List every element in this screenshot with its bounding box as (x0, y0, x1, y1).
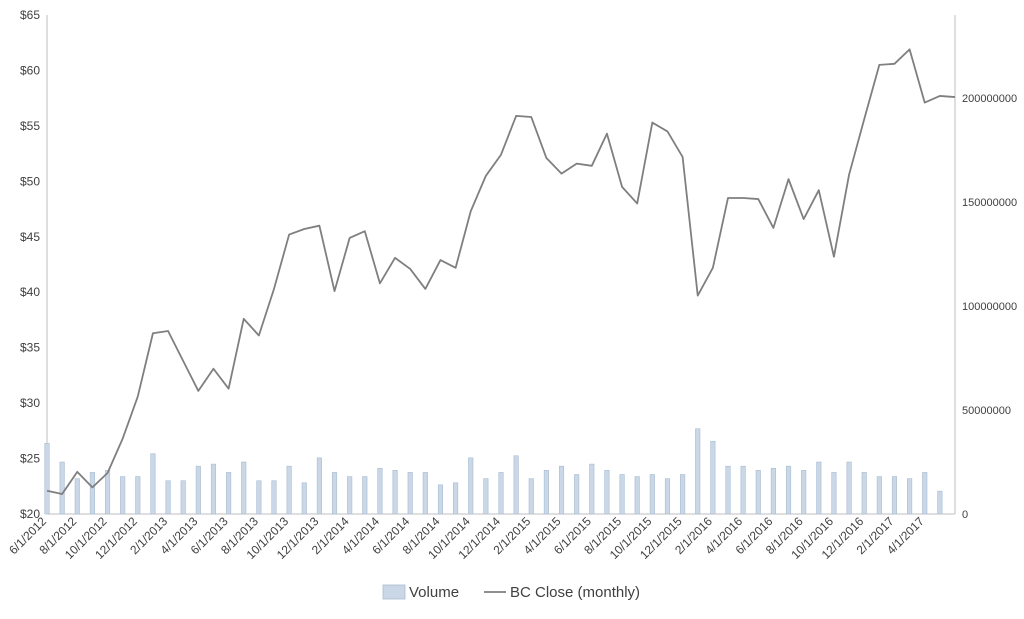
volume-bar (331, 472, 338, 515)
volume-bar (241, 461, 247, 515)
volume-bar (558, 465, 565, 515)
volume-bar (150, 453, 156, 515)
volume-bar (120, 476, 126, 515)
volume-bar (891, 476, 898, 515)
volume-bar (468, 457, 474, 515)
volume-bar (589, 463, 595, 515)
volume-bar (876, 476, 882, 515)
y-right-tick-label: 100000000 (962, 301, 1017, 313)
volume-bar (59, 461, 65, 515)
volume-bar (437, 484, 444, 515)
volume-bar (104, 470, 111, 515)
y-left-tick-label: $60 (20, 63, 40, 77)
volume-bar (725, 465, 731, 515)
volume-bar (831, 472, 837, 515)
volume-bar (377, 467, 383, 515)
volume-bar (362, 476, 368, 515)
volume-bar (195, 465, 201, 515)
volume-bars (44, 428, 943, 515)
volume-bar (740, 465, 746, 515)
volume-bar (695, 428, 701, 515)
volume-bar (180, 480, 186, 515)
volume-bar (301, 482, 307, 515)
volume-bar (816, 461, 822, 515)
volume-bar (785, 465, 792, 515)
volume-bar (135, 476, 141, 515)
y-right-tick-label: 200000000 (962, 93, 1017, 105)
volume-bar (392, 470, 398, 515)
y-left-tick-label: $35 (20, 341, 40, 355)
volume-bar (44, 443, 50, 515)
volume-bar (271, 480, 277, 515)
legend: Volume BC Close (monthly) (382, 584, 640, 601)
volume-bar (680, 474, 686, 515)
y-left-tick-label: $40 (20, 285, 40, 299)
y-left-tick-label: $45 (20, 230, 40, 244)
volume-bar (710, 440, 716, 515)
volume-bar (498, 472, 504, 515)
volume-bar (316, 457, 322, 515)
volume-bar (89, 472, 95, 515)
y-left-tick-label: $50 (20, 174, 40, 188)
legend-volume-label: Volume (409, 584, 459, 601)
y-right-tick-label: 150000000 (962, 197, 1017, 209)
y-left-tick-label: $55 (20, 119, 40, 133)
volume-bar (483, 478, 489, 515)
volume-bar (907, 478, 913, 515)
volume-bar (937, 490, 943, 515)
volume-bar (165, 480, 171, 515)
volume-bar (604, 470, 610, 515)
y-left-tick-label: $30 (20, 396, 40, 410)
volume-bar (634, 476, 640, 515)
volume-bar (543, 470, 549, 515)
volume-bar (407, 472, 413, 515)
volume-bar (347, 476, 353, 515)
volume-bar (226, 472, 232, 515)
legend-close-label: BC Close (monthly) (510, 584, 640, 601)
volume-bar (649, 474, 655, 515)
close-price-line (46, 48, 956, 495)
volume-bar (801, 470, 807, 515)
axes (46, 15, 956, 515)
y-left-tick-label: $20 (20, 507, 40, 521)
volume-bar (453, 482, 459, 515)
volume-bar (528, 478, 534, 515)
y-left-tick-label: $25 (20, 452, 40, 466)
volume-bar (574, 474, 580, 515)
volume-bar (846, 461, 852, 515)
volume-bar (755, 470, 761, 515)
y-right-tick-label: 50000000 (962, 405, 1011, 417)
volume-bar (664, 478, 671, 515)
y-axis-right-labels: 0 50000000 100000000 150000000 200000000 (962, 93, 1017, 521)
volume-bar (210, 463, 217, 515)
legend-volume-swatch (382, 584, 406, 600)
close-line (46, 48, 956, 495)
volume-bar (861, 472, 867, 515)
volume-bar (422, 472, 428, 515)
volume-bar (922, 472, 928, 515)
y-right-tick-label: 0 (962, 509, 968, 521)
volume-bar (513, 455, 519, 515)
y-axis-left-labels: $20 $25 $30 $35 $40 $45 $50 $55 $60 $65 (20, 8, 40, 521)
volume-bar (619, 474, 625, 515)
y-left-tick-label: $65 (20, 8, 40, 22)
volume-bar (770, 467, 776, 515)
volume-bar (74, 478, 80, 515)
x-axis-labels: 6/1/20128/1/201210/1/201212/1/20122/1/20… (6, 514, 927, 562)
volume-bar (286, 465, 292, 515)
volume-bar (256, 480, 262, 515)
